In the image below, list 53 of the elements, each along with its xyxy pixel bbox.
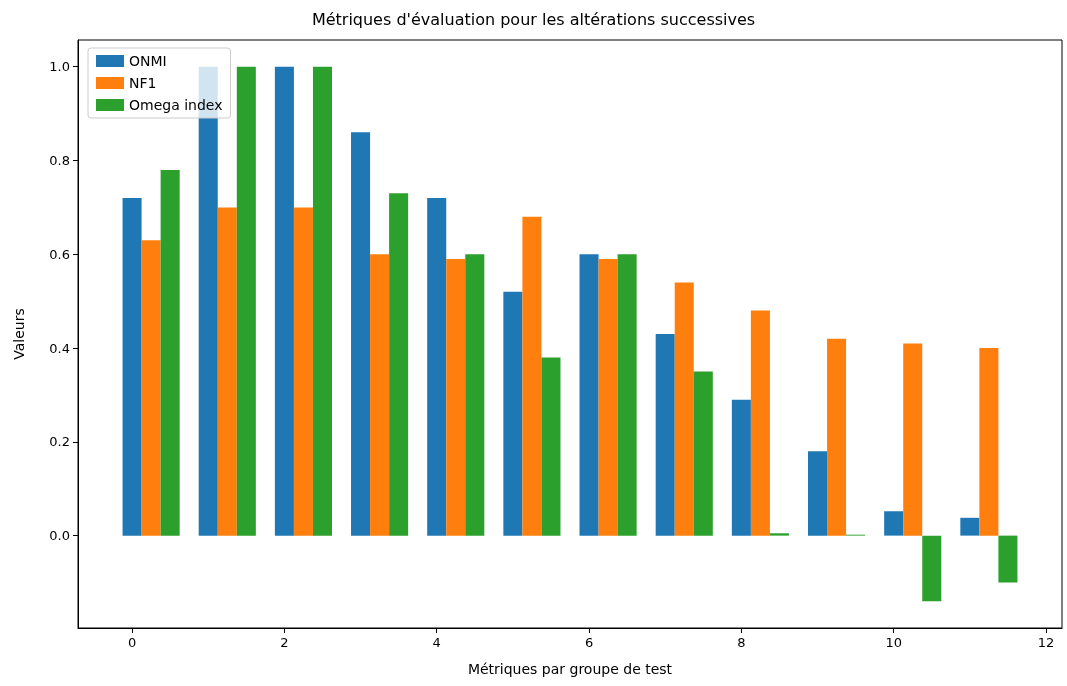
bar (541, 357, 561, 536)
x-axis-title: Métriques par groupe de test (467, 661, 673, 677)
bar (827, 338, 847, 536)
bar (674, 282, 694, 536)
legend-label: Omega index (129, 97, 223, 113)
bar (274, 66, 294, 536)
bar (312, 66, 332, 536)
bar (808, 451, 828, 536)
x-tick-label: 0 (127, 635, 137, 650)
bar (122, 198, 142, 536)
bar (217, 207, 237, 536)
bar (446, 258, 466, 536)
bar (750, 310, 770, 536)
x-tick-label: 4 (432, 635, 441, 650)
bar (503, 291, 523, 536)
bar (617, 254, 637, 536)
bar (922, 535, 942, 602)
bar (655, 334, 675, 536)
y-tick-label: 0.8 (49, 153, 70, 169)
bar (351, 132, 371, 536)
y-tick-label: 0.4 (49, 340, 70, 356)
bar (731, 399, 751, 536)
bar (579, 254, 599, 536)
bar (370, 254, 390, 536)
bar (427, 198, 447, 536)
bar (903, 343, 923, 536)
legend-label: NF1 (129, 75, 157, 91)
bar (522, 216, 542, 536)
y-tick-label: 0.2 (49, 434, 70, 450)
bar (293, 207, 313, 536)
bar (236, 66, 256, 536)
bar (769, 533, 789, 536)
chart-title: Métriques d'évaluation pour les altérations successives (311, 9, 756, 29)
y-tick-label: 1.0 (49, 59, 70, 75)
bar (693, 371, 713, 536)
x-tick-label: 10 (885, 635, 902, 650)
bar (979, 348, 999, 536)
bar (960, 517, 980, 536)
legend-label: ONMI (129, 53, 167, 69)
bar (598, 258, 618, 536)
x-tick-label: 8 (737, 635, 746, 650)
bar (160, 169, 180, 536)
y-tick-label: 0.0 (49, 528, 70, 544)
bar (141, 240, 161, 536)
bar (998, 535, 1018, 583)
x-tick-label: 2 (280, 635, 289, 650)
y-tick-label: 0.6 (49, 246, 70, 262)
x-tick-label: 6 (584, 635, 594, 650)
bar (465, 254, 485, 536)
y-axis-title: Valeurs (11, 308, 27, 360)
bar (884, 511, 904, 536)
x-tick-label: 12 (1037, 635, 1055, 650)
bar (389, 193, 409, 536)
